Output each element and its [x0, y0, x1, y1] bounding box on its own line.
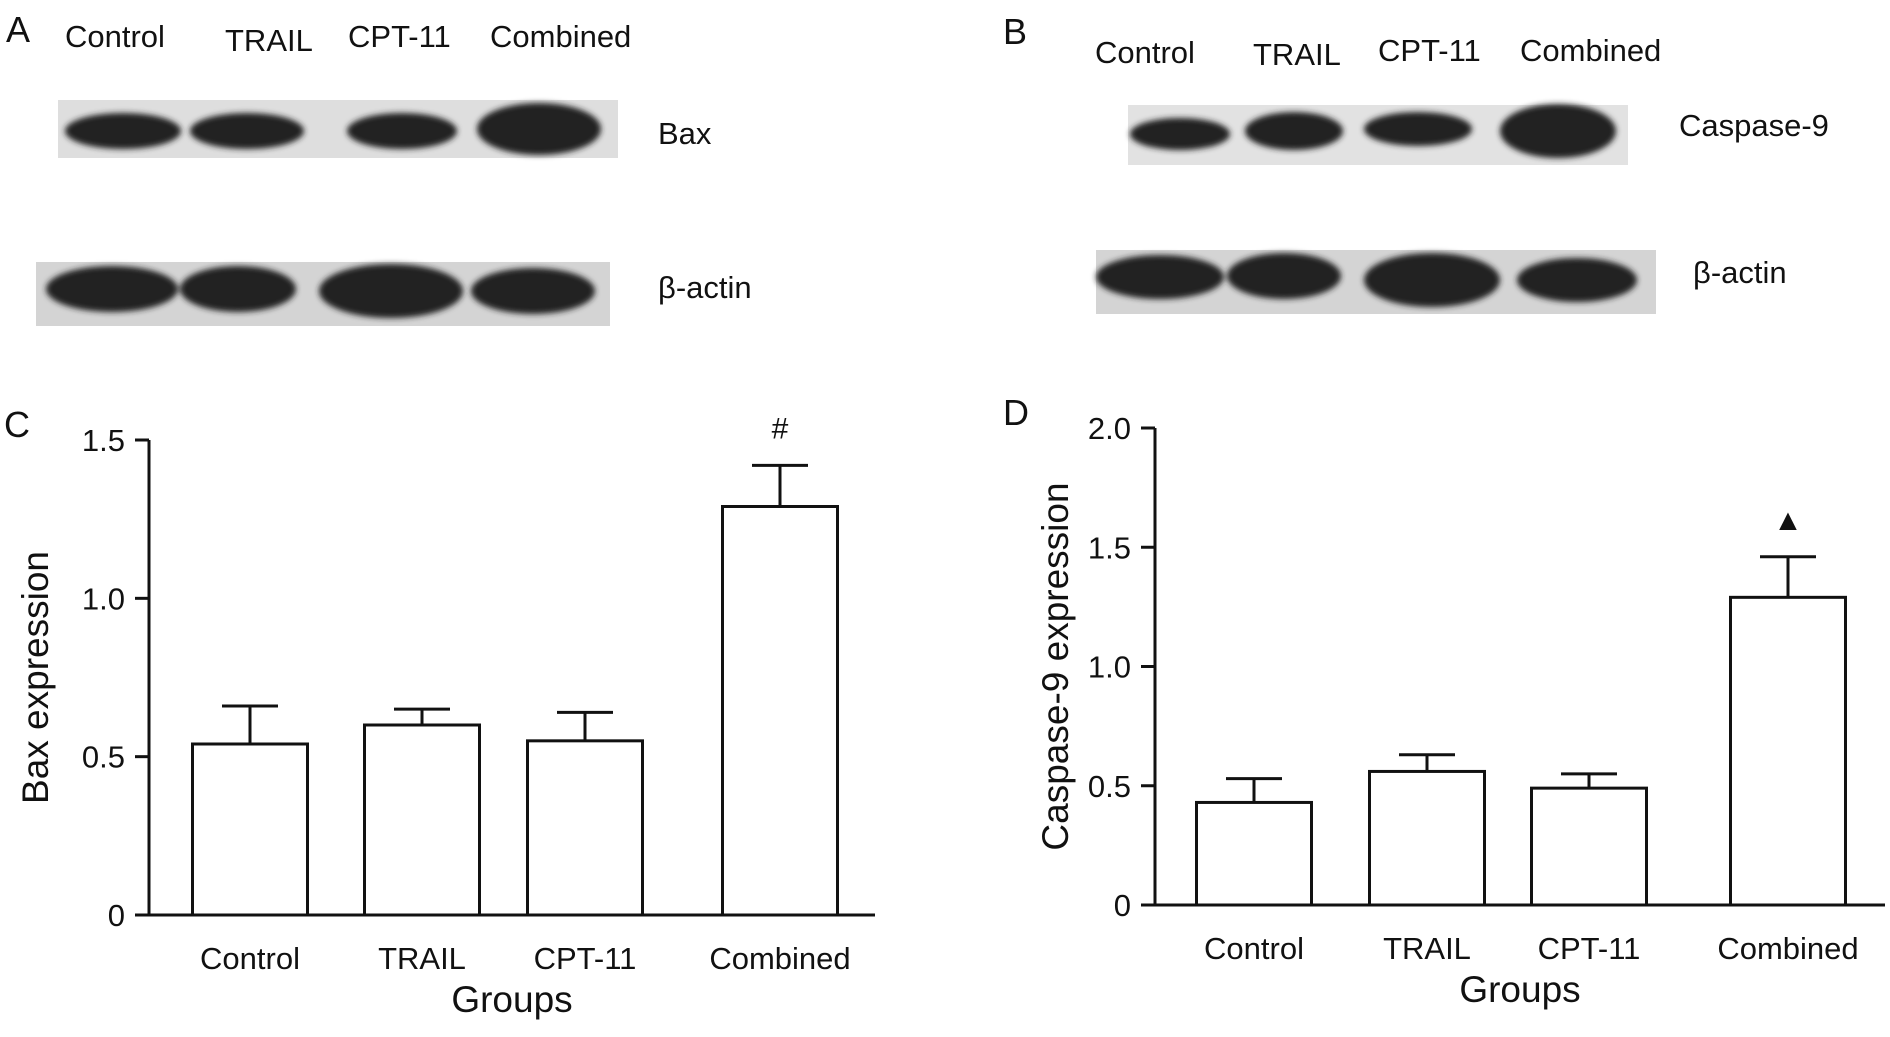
panel-d-bar — [1729, 595, 1847, 907]
panel-a-lane-label-cpt11: CPT-11 — [348, 19, 451, 54]
panel-b-letter: B — [1003, 11, 1027, 52]
panel-c-x-axis-title: Groups — [451, 979, 572, 1020]
panel-d-y-tick-label: 1.0 — [1088, 650, 1131, 685]
panel-c-chart: C 0 0.5 1.0 1.5 Control TRAIL CPT-11 # Combined G… — [4, 404, 875, 1020]
panel-d-significance-marker: ▲ — [1773, 504, 1803, 537]
panel-d-y-tick-label: 2.0 — [1088, 411, 1131, 446]
panel-c-y-axis-title: Bax expression — [15, 551, 56, 804]
panel-a-letter: A — [6, 9, 30, 50]
panel-c-y-tick-label: 1.5 — [82, 423, 125, 458]
bax-label: Bax — [658, 116, 712, 151]
panel-d-category-label: Control — [1204, 931, 1304, 966]
panel-a-lane-label-combined: Combined — [490, 19, 631, 54]
actin-a-band-combined — [471, 268, 595, 314]
panel-d-category-label: Combined — [1717, 931, 1858, 966]
caspase9-band-cpt11 — [1364, 112, 1472, 146]
panel-c-y-tick-label: 1.0 — [82, 581, 125, 616]
panel-d-category-label: TRAIL — [1383, 931, 1471, 966]
panel-c-y-tick-label: 0.5 — [82, 740, 125, 775]
caspase9-band-control — [1130, 118, 1230, 150]
bax-band-combined — [477, 103, 601, 155]
panel-c-bar — [191, 742, 309, 917]
panel-d-chart: D 0 0.5 1.0 1.5 2.0 Control TRAIL CPT-11 ▲ Combin… — [1003, 392, 1885, 1010]
panel-d-y-tick-label: 0 — [1114, 888, 1131, 923]
bax-band-cpt11 — [347, 113, 457, 149]
panel-c-category-label: CPT-11 — [534, 941, 637, 976]
bax-band-trail — [190, 113, 304, 149]
panel-b-lane-label-control: Control — [1095, 35, 1195, 70]
panel-d-bar — [1530, 786, 1648, 907]
actin-a-band-trail — [180, 266, 296, 312]
panel-d-y-axis-title: Caspase-9 expression — [1035, 482, 1076, 850]
actin-a-bands — [46, 264, 595, 318]
panel-c-letter: C — [4, 404, 30, 445]
panel-d-y-tick-label: 1.5 — [1088, 530, 1131, 565]
actin-b-band-cpt11 — [1364, 253, 1500, 307]
actin-b-bands — [1096, 253, 1637, 307]
panel-d-bar — [1368, 769, 1486, 907]
panel-c-bar — [721, 505, 839, 917]
panel-d-letter: D — [1003, 392, 1029, 433]
panel-d-bar — [1195, 800, 1313, 907]
caspase9-label: Caspase-9 — [1679, 108, 1829, 143]
actin-b-band-combined — [1517, 258, 1637, 302]
bax-band-control — [65, 113, 181, 149]
panel-b-lane-label-trail: TRAIL — [1253, 37, 1341, 72]
panel-b-lane-label-combined: Combined — [1520, 33, 1661, 68]
panel-b-blot: B Control TRAIL CPT-11 Combined Caspase-… — [1003, 11, 1829, 314]
panel-c-category-label: Control — [200, 941, 300, 976]
caspase9-bands — [1130, 104, 1616, 158]
panel-c-bar — [363, 723, 481, 917]
panel-c-category-label: Combined — [709, 941, 850, 976]
caspase9-band-combined — [1500, 104, 1616, 158]
panel-d-x-axis-title: Groups — [1459, 969, 1580, 1010]
panel-c-category-label: TRAIL — [378, 941, 466, 976]
panel-a-lane-label-control: Control — [65, 19, 165, 54]
panel-d-category-label: CPT-11 — [1538, 931, 1641, 966]
actin-a-label: β-actin — [658, 270, 752, 305]
panel-c-significance-marker: # — [772, 412, 789, 445]
panel-a-blot: A Control TRAIL CPT-11 Combined Bax β-ac… — [6, 9, 752, 326]
panel-c-bar — [526, 739, 644, 917]
caspase9-band-trail — [1245, 112, 1343, 150]
actin-a-band-control — [46, 266, 178, 312]
actin-b-band-control — [1096, 255, 1224, 299]
panel-d-y-tick-label: 0.5 — [1088, 769, 1131, 804]
panel-b-lane-label-cpt11: CPT-11 — [1378, 33, 1481, 68]
panel-a-lane-label-trail: TRAIL — [225, 23, 313, 58]
bax-bands — [65, 103, 601, 155]
panel-c-y-tick-label: 0 — [108, 898, 125, 933]
actin-b-band-trail — [1227, 253, 1341, 299]
actin-b-label: β-actin — [1693, 255, 1787, 290]
actin-a-band-cpt11 — [319, 264, 463, 318]
